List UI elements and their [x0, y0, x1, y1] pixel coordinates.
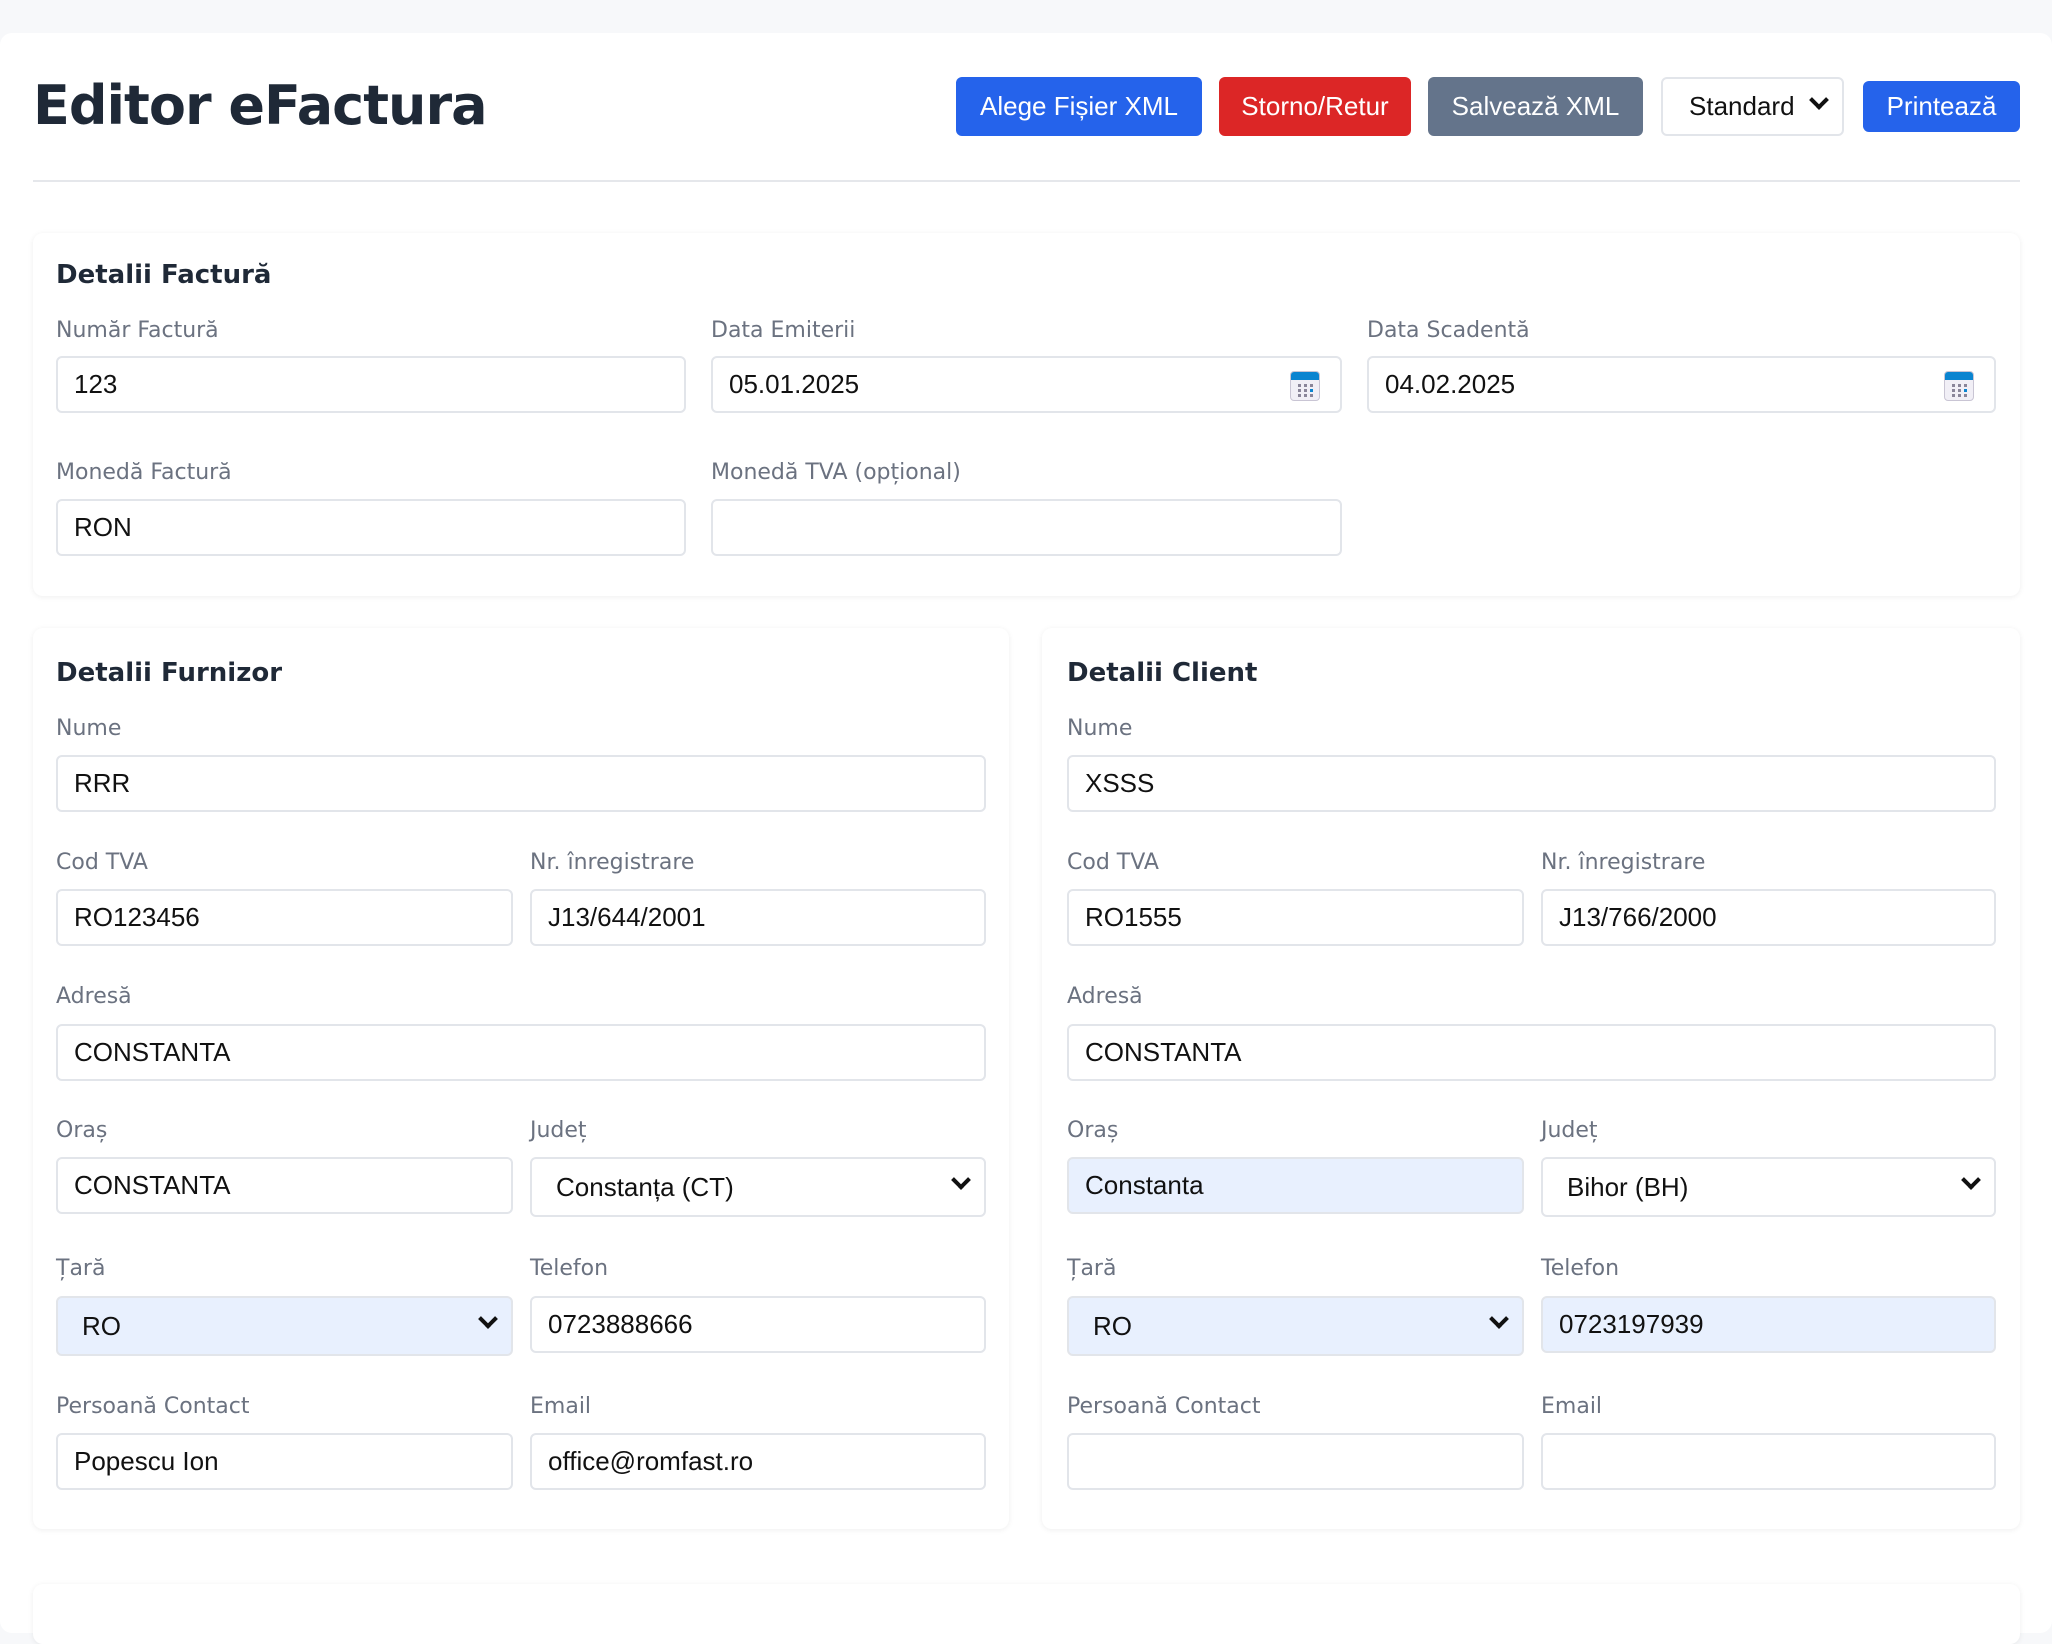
- supplier-vat-input[interactable]: RO123456: [56, 889, 513, 946]
- currency-label: Monedă Factură: [56, 460, 232, 485]
- client-reg-input[interactable]: J13/766/2000: [1541, 889, 1996, 946]
- chevron-down-icon: [478, 1309, 498, 1329]
- supplier-name-label: Nume: [56, 716, 122, 741]
- calendar-icon[interactable]: [1944, 371, 1974, 401]
- client-address-label: Adresă: [1067, 984, 1143, 1009]
- client-name-label: Nume: [1067, 716, 1133, 741]
- supplier-county-select[interactable]: Constanța (CT): [530, 1157, 986, 1217]
- currency-input[interactable]: RON: [56, 499, 686, 556]
- client-country-label: Țară: [1067, 1256, 1117, 1281]
- choose-xml-button[interactable]: Alege Fișier XML: [956, 77, 1202, 136]
- page-title: Editor eFactura: [33, 74, 488, 137]
- next-section-card: [33, 1584, 2020, 1644]
- invoice-number-input[interactable]: 123: [56, 356, 686, 413]
- supplier-phone-label: Telefon: [530, 1256, 609, 1281]
- client-reg-label: Nr. înregistrare: [1541, 850, 1706, 875]
- supplier-phone-input[interactable]: 0723888666: [530, 1296, 986, 1353]
- invoice-number-label: Număr Factură: [56, 318, 219, 343]
- supplier-reg-label: Nr. înregistrare: [530, 850, 695, 875]
- supplier-name-input[interactable]: RRR: [56, 755, 986, 812]
- chevron-down-icon: [1489, 1309, 1509, 1329]
- storno-button[interactable]: Storno/Retur: [1219, 77, 1411, 136]
- due-date-label: Data Scadentă: [1367, 318, 1530, 343]
- supplier-city-label: Oraș: [56, 1118, 108, 1143]
- supplier-vat-label: Cod TVA: [56, 850, 148, 875]
- supplier-address-label: Adresă: [56, 984, 132, 1009]
- client-email-label: Email: [1541, 1394, 1603, 1419]
- client-county-label: Județ: [1541, 1118, 1598, 1143]
- template-select-value: Standard: [1689, 91, 1795, 121]
- supplier-contact-input[interactable]: Popescu Ion: [56, 1433, 513, 1490]
- client-contact-input[interactable]: [1067, 1433, 1524, 1490]
- due-date-value: 04.02.2025: [1385, 369, 1516, 399]
- supplier-email-label: Email: [530, 1394, 592, 1419]
- client-heading: Detalii Client: [1067, 658, 1258, 688]
- template-select[interactable]: Standard: [1661, 77, 1844, 136]
- supplier-address-input[interactable]: CONSTANTA: [56, 1024, 986, 1081]
- client-address-input[interactable]: CONSTANTA: [1067, 1024, 1996, 1081]
- vat-currency-input[interactable]: [711, 499, 1342, 556]
- supplier-heading: Detalii Furnizor: [56, 658, 283, 688]
- client-country-select[interactable]: RO: [1067, 1296, 1524, 1356]
- issue-date-input[interactable]: 05.01.2025: [711, 356, 1342, 413]
- supplier-contact-label: Persoană Contact: [56, 1394, 250, 1419]
- client-email-input[interactable]: [1541, 1433, 1996, 1490]
- calendar-icon[interactable]: [1290, 371, 1320, 401]
- header-divider: [33, 180, 2020, 182]
- print-button[interactable]: Printează: [1863, 81, 2020, 132]
- supplier-city-input[interactable]: CONSTANTA: [56, 1157, 513, 1214]
- chevron-down-icon: [1961, 1170, 1981, 1190]
- client-vat-input[interactable]: RO1555: [1067, 889, 1524, 946]
- supplier-country-label: Țară: [56, 1256, 106, 1281]
- client-country-value: RO: [1093, 1310, 1132, 1341]
- supplier-country-select[interactable]: RO: [56, 1296, 513, 1356]
- supplier-county-label: Județ: [530, 1118, 587, 1143]
- client-county-select[interactable]: Bihor (BH): [1541, 1157, 1996, 1217]
- chevron-down-icon: [1809, 90, 1829, 110]
- supplier-reg-input[interactable]: J13/644/2001: [530, 889, 986, 946]
- chevron-down-icon: [951, 1170, 971, 1190]
- save-xml-button[interactable]: Salvează XML: [1428, 77, 1643, 136]
- issue-date-label: Data Emiterii: [711, 318, 856, 343]
- client-vat-label: Cod TVA: [1067, 850, 1159, 875]
- client-city-label: Oraș: [1067, 1118, 1119, 1143]
- client-phone-input[interactable]: 0723197939: [1541, 1296, 1996, 1353]
- invoice-details-heading: Detalii Factură: [56, 260, 272, 290]
- client-phone-label: Telefon: [1541, 1256, 1620, 1281]
- client-county-value: Bihor (BH): [1567, 1171, 1689, 1202]
- supplier-country-value: RO: [82, 1310, 121, 1341]
- vat-currency-label: Monedă TVA (opțional): [711, 460, 961, 485]
- supplier-county-value: Constanța (CT): [556, 1171, 734, 1202]
- supplier-email-input[interactable]: office@romfast.ro: [530, 1433, 986, 1490]
- client-name-input[interactable]: XSSS: [1067, 755, 1996, 812]
- due-date-input[interactable]: 04.02.2025: [1367, 356, 1996, 413]
- client-city-input[interactable]: Constanta: [1067, 1157, 1524, 1214]
- client-contact-label: Persoană Contact: [1067, 1394, 1261, 1419]
- issue-date-value: 05.01.2025: [729, 369, 860, 399]
